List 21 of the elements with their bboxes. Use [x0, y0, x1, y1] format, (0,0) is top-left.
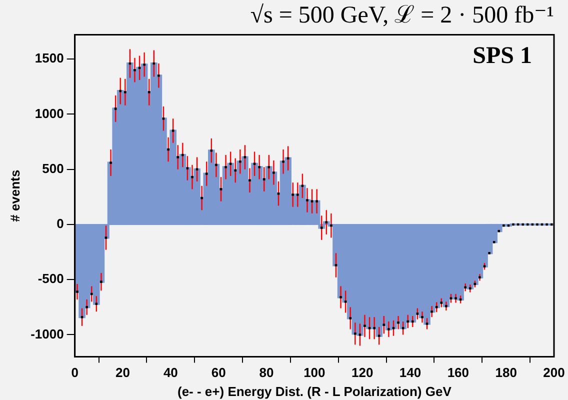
y-tick-label: 1500 — [34, 50, 64, 66]
y-tick-label: 500 — [42, 160, 64, 176]
y-tick-label: -1000 — [30, 326, 64, 342]
y-tick-label: 1000 — [34, 106, 64, 121]
y-tick-label: -500 — [38, 271, 64, 286]
x-tick-label: 200 — [543, 365, 565, 380]
x-tick-label: 100 — [304, 365, 326, 380]
x-tick-label: 80 — [259, 365, 274, 380]
x-tick-label: 160 — [447, 365, 470, 380]
x-tick-label: 180 — [495, 365, 517, 380]
x-tick-label: 0 — [71, 365, 78, 380]
chart-title: √s = 500 GeV, ℒ = 2 · 500 fb⁻¹ — [250, 2, 554, 29]
y-axis-title: # events — [7, 170, 22, 222]
x-tick-label: 60 — [211, 365, 226, 380]
x-axis-title: (e- - e+) Energy Dist. (R - L Polarization) GeV — [177, 384, 452, 399]
x-tick-label: 120 — [351, 365, 374, 380]
x-tick-label: 20 — [116, 365, 130, 380]
x-tick-label: 140 — [399, 365, 422, 380]
annotation: SPS 1 — [472, 43, 532, 70]
y-tick-label: 0 — [56, 216, 64, 232]
x-tick-label: 40 — [163, 365, 178, 380]
